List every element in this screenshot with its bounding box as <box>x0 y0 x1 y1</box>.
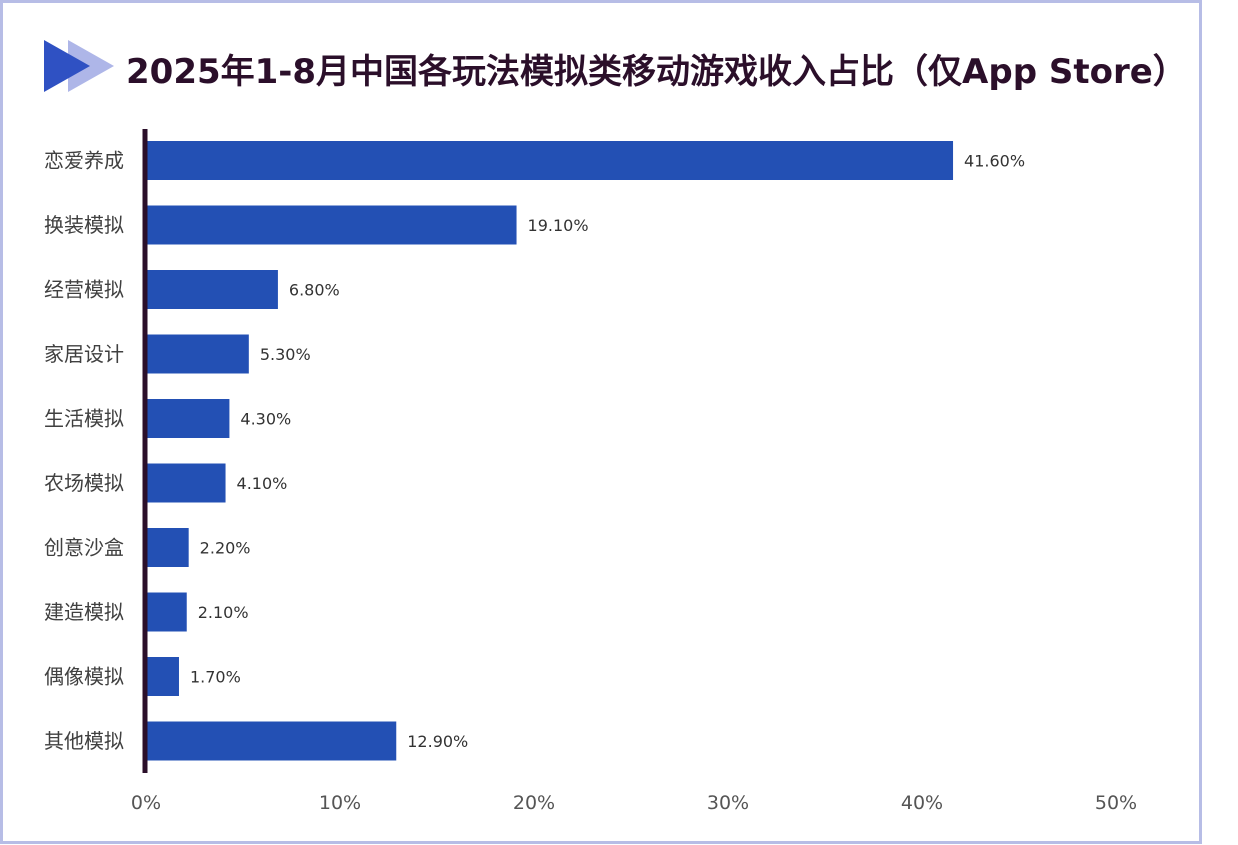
data-label: 2.20% <box>200 539 251 558</box>
bar-4 <box>146 334 249 374</box>
x-tick-label: 30% <box>707 792 749 814</box>
category-label: 其他模拟 <box>44 729 124 753</box>
category-label: 创意沙盒 <box>44 536 124 560</box>
data-label: 5.30% <box>260 345 311 364</box>
x-tick-label: 10% <box>319 792 361 814</box>
data-label: 12.90% <box>407 732 468 751</box>
category-label: 家居设计 <box>44 342 124 366</box>
bar-8 <box>146 592 187 632</box>
bar-9 <box>146 657 179 696</box>
data-label: 4.30% <box>240 410 291 429</box>
category-label: 恋爱养成 <box>44 149 124 173</box>
x-tick-label: 50% <box>1095 792 1137 814</box>
x-tick-label: 0% <box>131 792 161 814</box>
bar-10 <box>146 721 397 761</box>
double-triangle-arrow-icon <box>44 40 114 92</box>
category-label: 换装模拟 <box>44 213 124 237</box>
data-label: 2.10% <box>198 603 249 622</box>
bar-3 <box>146 270 278 309</box>
data-label: 19.10% <box>528 216 589 235</box>
data-label: 1.70% <box>190 668 241 687</box>
category-label: 农场模拟 <box>44 471 124 495</box>
data-label: 41.60% <box>964 152 1025 171</box>
bar-7 <box>146 528 189 567</box>
x-tick-label: 40% <box>901 792 943 814</box>
chart-title: 2025年1-8月中国各玩法模拟类移动游戏收入占比（仅App Store） <box>126 52 1187 92</box>
category-label: 生活模拟 <box>44 407 124 431</box>
data-label: 4.10% <box>237 474 288 493</box>
bar-1 <box>146 141 954 180</box>
category-label: 建造模拟 <box>44 600 124 624</box>
category-label: 偶像模拟 <box>44 665 124 689</box>
bar-5 <box>146 399 230 438</box>
category-label: 经营模拟 <box>44 278 124 302</box>
bar-2 <box>146 205 517 245</box>
x-tick-label: 20% <box>513 792 555 814</box>
bar-6 <box>146 463 226 503</box>
data-label: 6.80% <box>289 281 340 300</box>
